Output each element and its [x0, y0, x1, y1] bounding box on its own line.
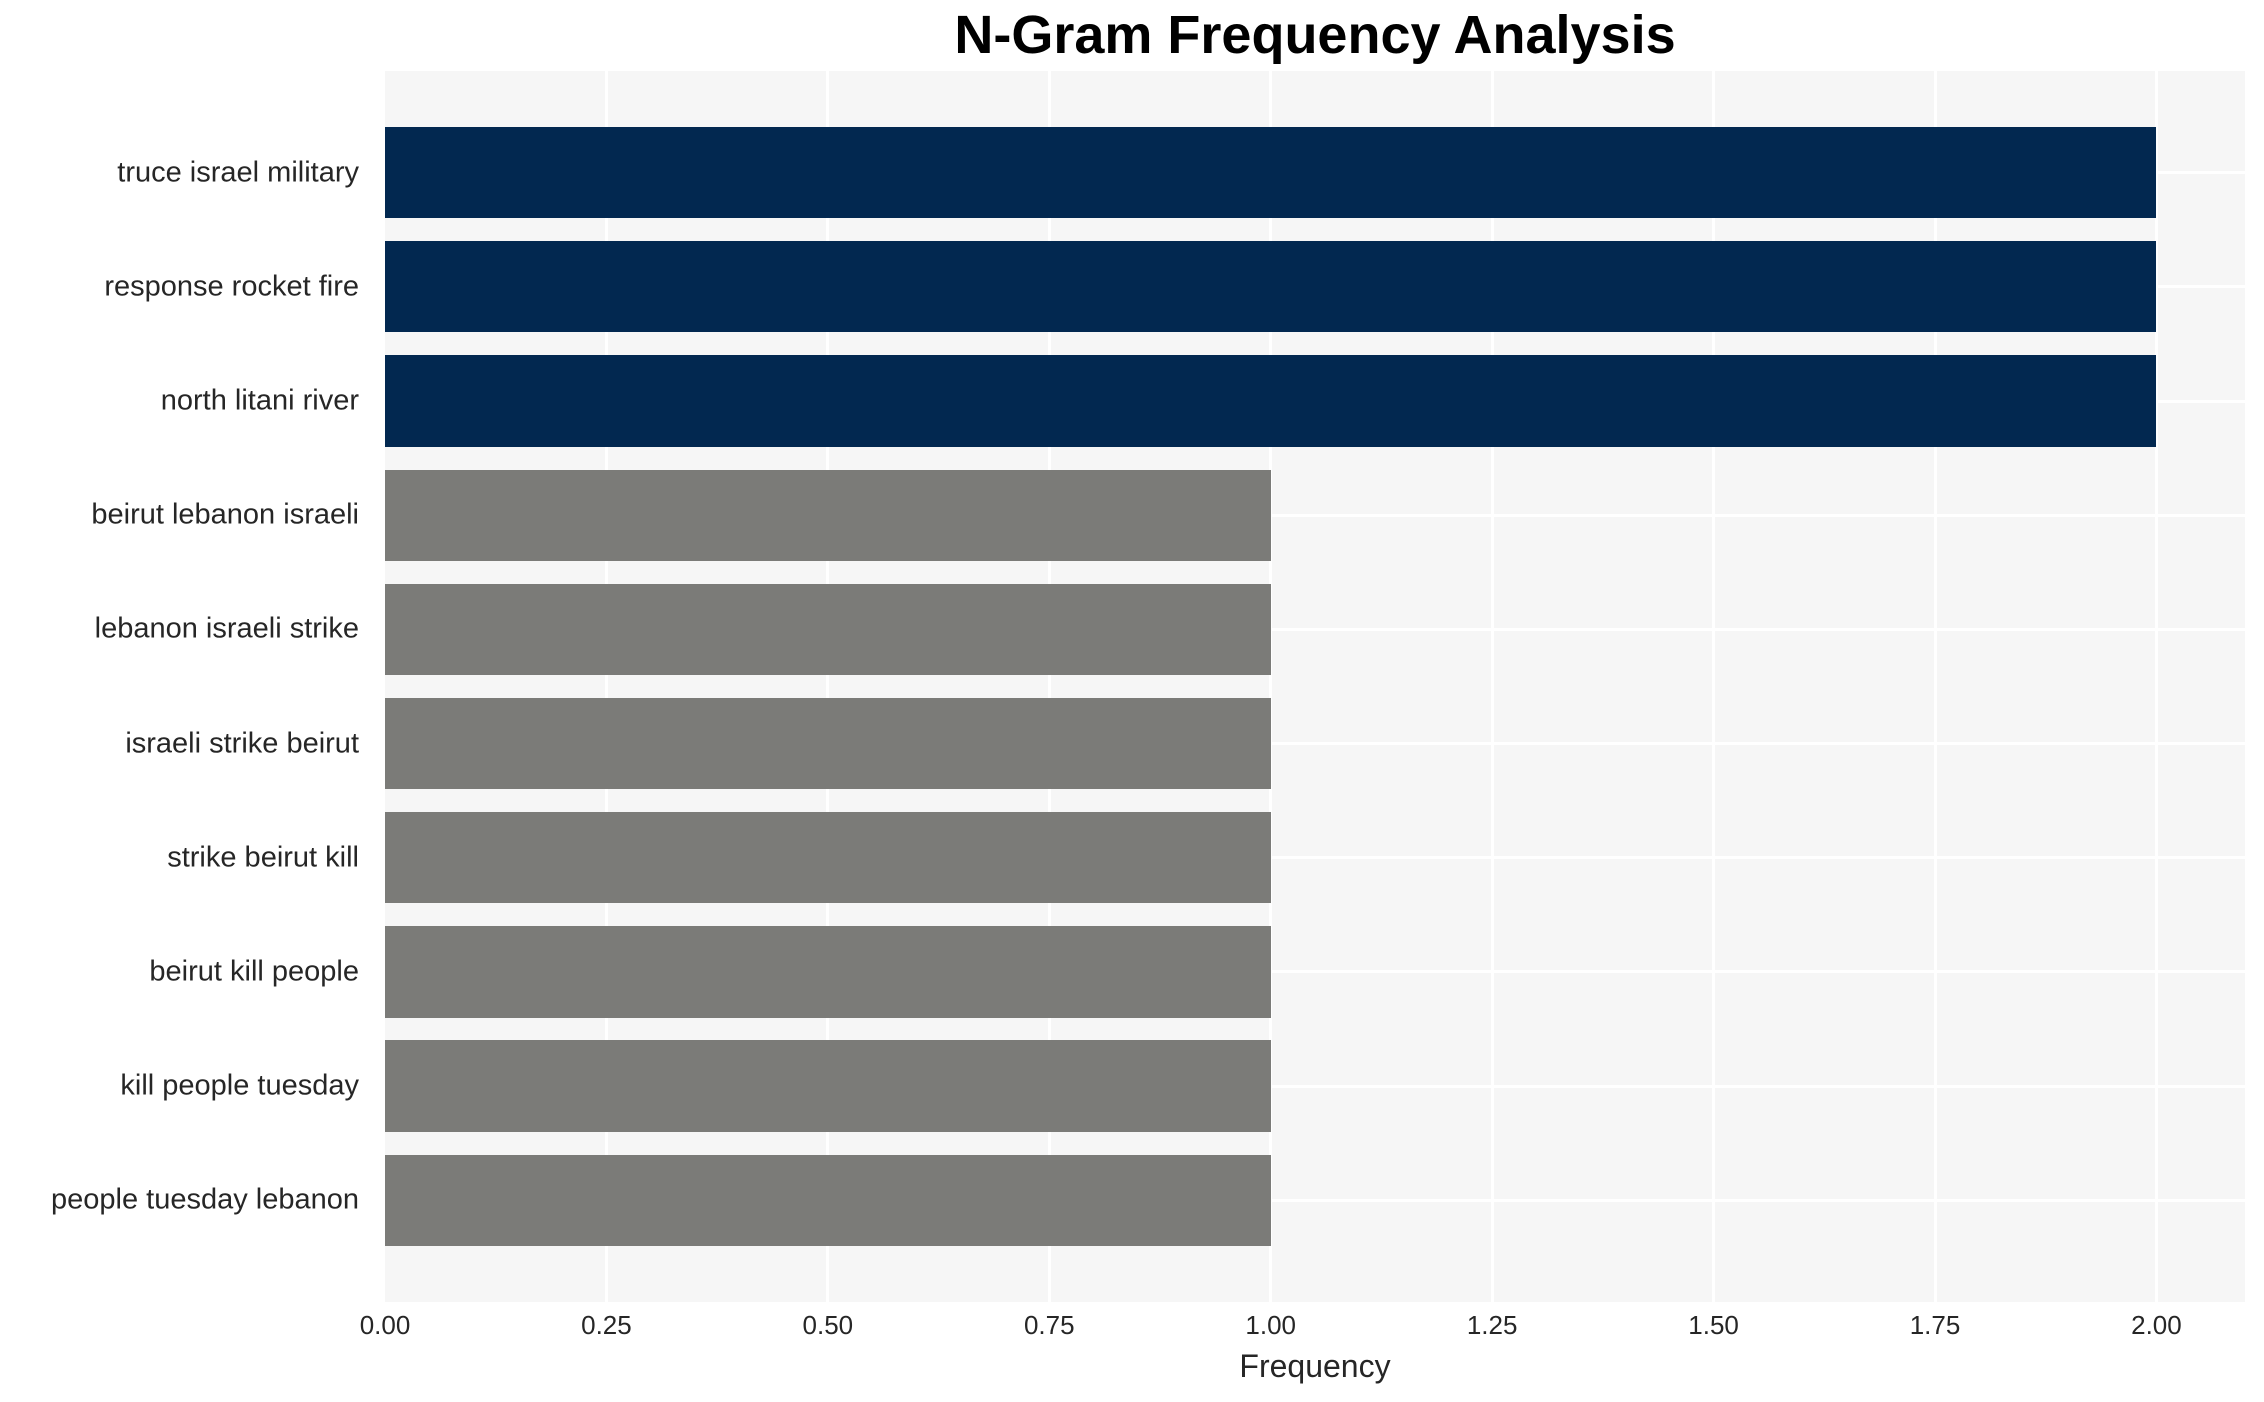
category-label: beirut lebanon israeli	[91, 498, 359, 531]
vertical-gridline	[604, 71, 608, 1302]
x-tick-label: 0.00	[359, 1310, 411, 1340]
category-label: response rocket fire	[104, 270, 359, 303]
bar	[385, 583, 1271, 676]
x-tick-label: 1.00	[1245, 1310, 1297, 1340]
horizontal-gridline	[385, 1084, 2245, 1088]
horizontal-gridline	[385, 627, 2245, 631]
x-tick-label: 1.50	[1688, 1310, 1739, 1340]
bar	[385, 1040, 1271, 1132]
bar	[385, 812, 1271, 904]
category-label: people tuesday lebanon	[51, 1183, 359, 1216]
category-label: strike beirut kill	[167, 841, 359, 874]
vertical-gridline	[1490, 71, 1494, 1302]
bar	[385, 1154, 1271, 1247]
category-label: north litani river	[160, 384, 359, 417]
x-tick-label: 2.00	[2131, 1310, 2182, 1340]
bar	[385, 241, 2157, 333]
vertical-gridline	[1933, 71, 1937, 1302]
x-tick-label: 0.50	[802, 1310, 854, 1340]
category-label: kill people tuesday	[120, 1069, 359, 1102]
vertical-gridline	[1269, 71, 1273, 1302]
x-tick-label: 0.75	[1023, 1310, 1075, 1340]
category-label: lebanon israeli strike	[94, 612, 359, 645]
bar	[385, 469, 1271, 561]
x-tick-label: 1.75	[1909, 1310, 1961, 1340]
y-axis-labels: truce israel military response rocket fir…	[0, 71, 371, 1302]
category-label: truce israel military	[117, 156, 359, 189]
vertical-gridline	[1047, 71, 1051, 1302]
horizontal-gridline	[385, 742, 2245, 746]
horizontal-gridline	[385, 1198, 2245, 1202]
vertical-gridline	[826, 71, 830, 1302]
horizontal-gridline	[385, 970, 2245, 974]
x-tick-label: 0.25	[581, 1310, 632, 1340]
horizontal-gridline	[385, 513, 2245, 517]
bar	[385, 126, 2157, 219]
bar	[385, 926, 1271, 1018]
x-tick-label: 1.25	[1466, 1310, 1518, 1340]
category-label: beirut kill people	[149, 955, 359, 988]
chart-title: N-Gram Frequency Analysis	[954, 5, 1676, 65]
horizontal-gridline	[385, 856, 2245, 860]
x-axis-label: Frequency	[1239, 1348, 1391, 1384]
vertical-gridline	[1712, 71, 1716, 1302]
bar	[385, 355, 2157, 447]
plot-area	[385, 71, 2245, 1302]
category-label: israeli strike beirut	[125, 727, 359, 760]
bar	[385, 697, 1271, 790]
vertical-gridline	[2154, 71, 2158, 1302]
